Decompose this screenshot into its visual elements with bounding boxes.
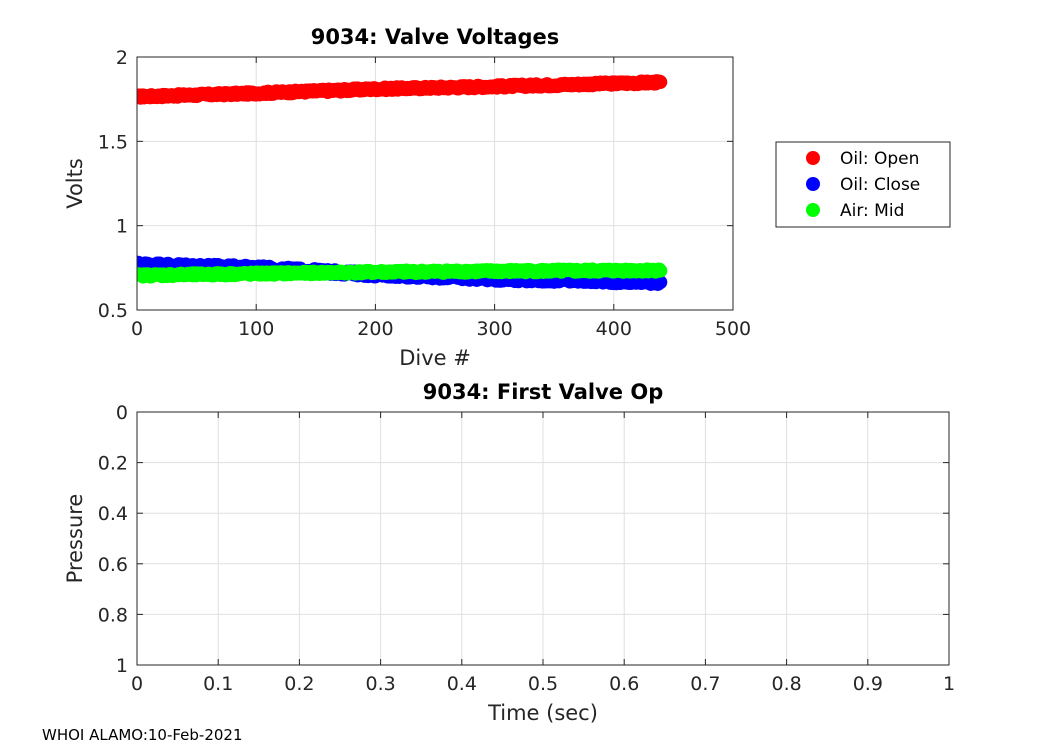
x-tick-label: 0.2 (284, 673, 314, 695)
y-tick-label: 0.6 (98, 554, 128, 576)
valve-voltages-axes: 0 100 200 300 400 500 0.5 1 1.5 2 9034: Valve Volt… (63, 25, 751, 370)
data-point (653, 275, 668, 290)
legend-box (775, 141, 951, 228)
legend-label: Oil: Close (840, 175, 920, 195)
y-tick-label: 0.2 (98, 453, 128, 475)
x-tick-label: 1 (943, 673, 955, 695)
x-tick-label: 0.8 (771, 673, 801, 695)
x-tick-label: 0.9 (853, 673, 883, 695)
x-tick-label: 0 (131, 673, 143, 695)
footer-source-date: WHOI ALAMO:10-Feb-2021 (42, 726, 243, 744)
chart-title: 9034: Valve Voltages (311, 25, 560, 49)
legend-label: Air: Mid (840, 201, 904, 221)
series-oil-open (137, 74, 668, 105)
x-axis-label: Dive # (399, 346, 471, 370)
x-tick-label: 0.4 (447, 673, 477, 695)
y-tick-label: 1 (116, 216, 128, 238)
x-tick-label: 300 (476, 318, 512, 340)
y-tick-label: 1.5 (98, 131, 128, 153)
chart-title: 9034: First Valve Op (423, 380, 664, 404)
y-tick-label: 0.5 (98, 300, 128, 322)
x-tick-label: 400 (596, 318, 632, 340)
data-point (653, 263, 668, 278)
x-tick-label: 500 (715, 318, 751, 340)
legend-marker (806, 177, 820, 191)
data-point (653, 75, 668, 90)
x-tick-label: 100 (238, 318, 274, 340)
axes-frame (136, 56, 734, 311)
x-tick-label: 0.5 (528, 673, 558, 695)
x-tick-label: 0 (131, 318, 143, 340)
x-tick-label: 0.1 (203, 673, 233, 695)
y-tick-label: 0 (116, 402, 128, 424)
first-valve-op-axes: 0 0.1 0.2 0.3 0.4 0.5 0.6 0.7 0.8 0.9 100.20.40.60… (63, 380, 955, 725)
x-tick-label: 0.7 (690, 673, 720, 695)
x-axis-label: Time (sec) (487, 701, 598, 725)
x-tick-label: 0.3 (365, 673, 395, 695)
series-air-mid (137, 262, 668, 284)
y-tick-label: 0.8 (98, 604, 128, 626)
legend-marker (806, 151, 820, 165)
y-axis-label: Pressure (63, 494, 87, 584)
x-tick-label: 200 (357, 318, 393, 340)
y-axis-label: Volts (63, 158, 87, 209)
y-tick-label: 0.4 (98, 503, 128, 525)
data-markers (137, 74, 668, 291)
y-tick-label: 2 (116, 47, 128, 69)
legend: Oil: Open Oil: Close Air: Mid (775, 141, 951, 228)
y-tick-label: 1 (116, 655, 128, 677)
x-tick-label: 0.6 (609, 673, 639, 695)
legend-label: Oil: Open (840, 149, 919, 169)
legend-marker (806, 203, 820, 217)
